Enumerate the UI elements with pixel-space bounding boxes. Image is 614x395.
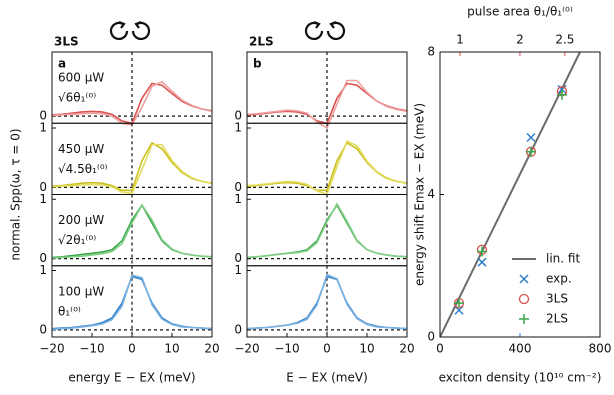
spectrum-line (51, 141, 213, 192)
plot-frame (439, 51, 601, 338)
spectrum-line (51, 274, 213, 331)
x-tick-label: −10 (274, 342, 299, 356)
x-axis-label: energy E − EX (meV) (68, 371, 195, 385)
x2-tick-label: 1 (456, 33, 464, 47)
y-axis-label: energy shift Emax − EX (meV) (413, 103, 427, 286)
legend-swatch (518, 293, 530, 305)
circular-arrow-icon (304, 21, 324, 40)
legend-label: lin. fit (546, 252, 580, 266)
spectrum-line (246, 202, 408, 259)
curve-annotation: 600 μW (58, 71, 104, 85)
curve-annotation: 100 μW (58, 284, 104, 298)
y-tick-label: 1 (234, 263, 242, 277)
x2-tick-label: 2.5 (555, 33, 574, 47)
legend-label: exp. (546, 272, 572, 286)
x-axis-label: exciton density (10¹⁰ cm⁻²) (439, 371, 602, 385)
y-tick-label: 8 (427, 45, 435, 59)
circular-arrow-icon (109, 21, 129, 40)
x-tick-label: 800 (589, 342, 612, 356)
y-tick-label: 0 (39, 322, 47, 336)
x-tick-label: 0 (436, 342, 444, 356)
arrow-head (118, 20, 126, 29)
x2-tick-label: 2 (516, 33, 524, 47)
y-tick-label: 0 (39, 109, 47, 123)
curve-annotation: √4.5θ₁⁽⁰⁾ (58, 162, 108, 176)
data-point (477, 257, 487, 267)
x-tick-label: −20 (234, 342, 259, 356)
data-point (526, 146, 536, 157)
y-tick-label: 1 (234, 121, 242, 135)
arrow-head (134, 20, 142, 29)
y-tick-label: 0 (39, 180, 47, 194)
y-tick-label: 0 (234, 180, 242, 194)
data-point (557, 89, 567, 100)
data-point (454, 298, 464, 309)
spectrum-line (51, 203, 213, 259)
legend-swatch (519, 274, 529, 284)
panel-label: b (253, 57, 262, 71)
curve-annotation: 450 μW (58, 142, 104, 156)
y-axis-label: normal. Spp(ω, τ = 0) (9, 128, 23, 260)
data-point (454, 305, 464, 315)
y-tick-label: 1 (234, 192, 242, 206)
y-tick-label: 1 (39, 121, 47, 135)
x-tick-label: −10 (79, 342, 104, 356)
y-tick-label: 1 (39, 263, 47, 277)
x-tick-label: 20 (204, 342, 219, 356)
y-tick-label: 0 (427, 330, 435, 344)
legend-label: 2LS (546, 312, 568, 326)
spectrum-line (51, 143, 213, 195)
circular-arrow-icon (326, 21, 346, 40)
y-tick-label: 0 (39, 251, 47, 265)
fit-line (440, 52, 581, 337)
spectrum-line (246, 273, 408, 330)
x-tick-label: 0 (128, 342, 136, 356)
y-tick-label: 0 (234, 109, 242, 123)
panel-title: 2LS (249, 35, 274, 49)
spectrum-line (246, 79, 408, 130)
x-tick-label: 10 (359, 342, 374, 356)
y-tick-label: 1 (39, 192, 47, 206)
x-tick-label: 400 (509, 342, 532, 356)
x-tick-label: 0 (323, 342, 331, 356)
curve-annotation: 200 μW (58, 213, 104, 227)
x-axis-label: E − EX (meV) (286, 371, 368, 385)
data-point (477, 246, 487, 257)
panel-title: 3LS (54, 35, 79, 49)
curve-annotation: √6θ₁⁽⁰⁾ (58, 91, 96, 105)
x-tick-label: 10 (164, 342, 179, 356)
x-tick-label: −20 (39, 342, 64, 356)
data-point (526, 132, 536, 143)
legend-label: 3LS (546, 292, 568, 306)
curve-annotation: θ₁⁽⁰⁾ (58, 304, 81, 318)
x2-axis-label: pulse area θ₁/θ₁⁽⁰⁾ (467, 5, 573, 19)
y-tick-label: 0 (234, 322, 242, 336)
polarization-icons (109, 20, 346, 40)
y-tick-label: 4 (427, 187, 435, 201)
legend-swatch (519, 314, 529, 324)
arrow-head (329, 20, 337, 29)
arrow-head (313, 20, 321, 29)
panel-label: a (58, 57, 66, 71)
circular-arrow-icon (131, 21, 151, 40)
y-tick-label: 0 (234, 251, 242, 265)
x-tick-label: 20 (399, 342, 414, 356)
data-point (557, 84, 567, 94)
curve-annotation: √2θ₁⁽⁰⁾ (58, 233, 96, 247)
